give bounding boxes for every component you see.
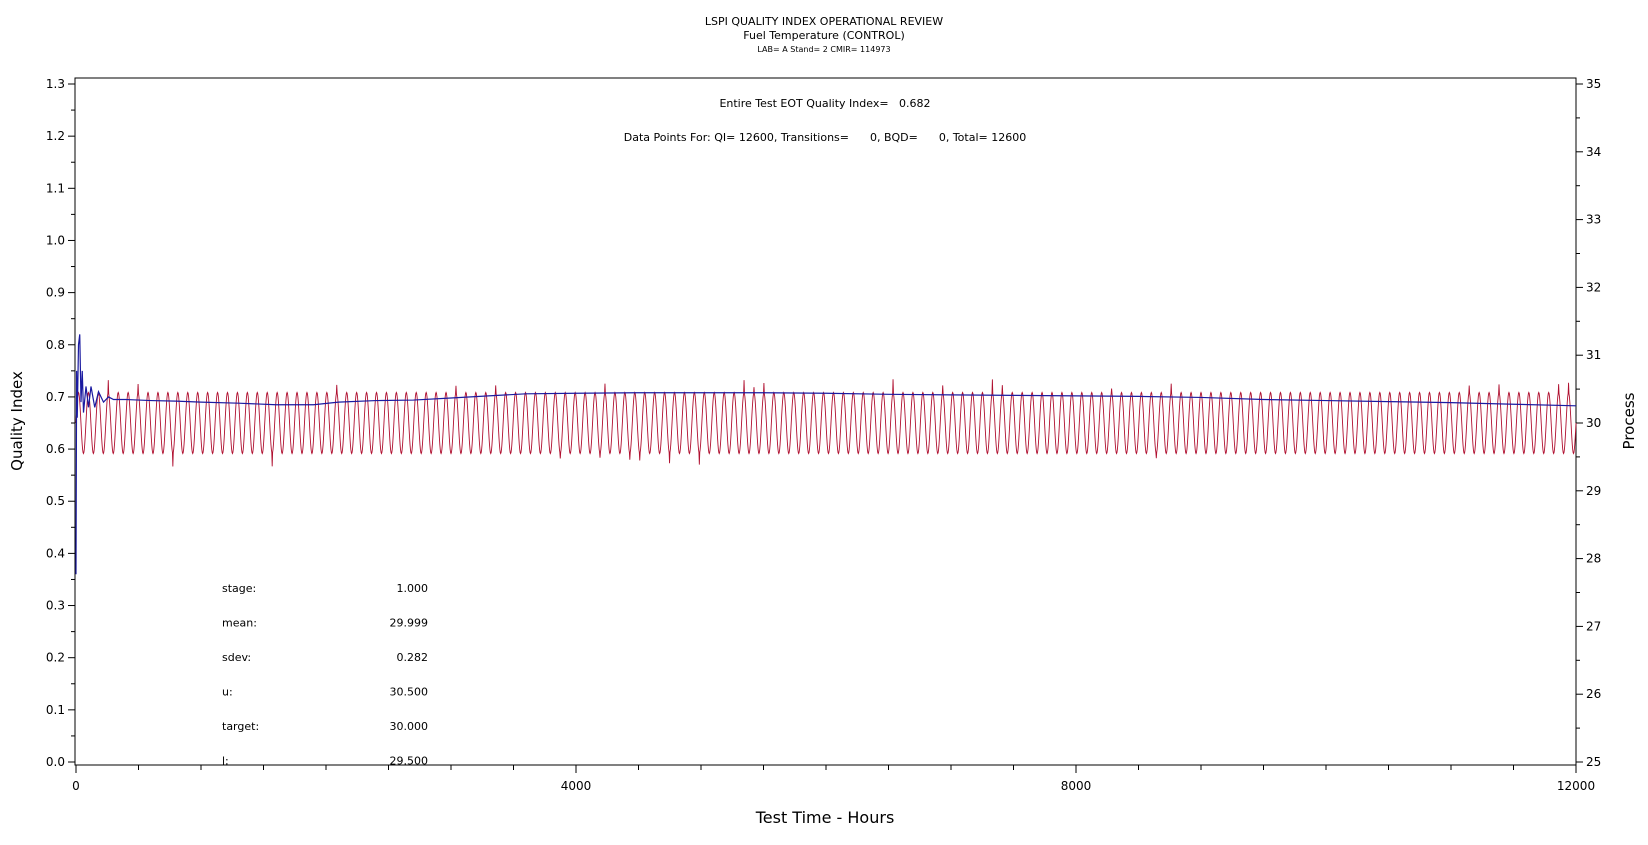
y-right-tick-label: 27	[1586, 619, 1601, 633]
y-right-tick-label: 32	[1586, 280, 1601, 294]
y-left-tick-label: 0.1	[46, 703, 65, 717]
stat-value: 1.000	[397, 582, 429, 595]
y-right-tick-label: 31	[1586, 348, 1601, 362]
y-right-tick-label: 33	[1586, 213, 1601, 227]
y-left-tick-label: 1.2	[46, 129, 65, 143]
x-axis: 0 4000 8000 12000	[72, 765, 1595, 793]
annotation-data-points: Data Points For: QI= 12600, Transitions=…	[624, 131, 1026, 144]
y-left-tick-label: 0.6	[46, 442, 65, 456]
chart-subtitle: Fuel Temperature (CONTROL)	[743, 29, 905, 42]
y-right-tick-label: 28	[1586, 552, 1601, 566]
stat-label: u:	[222, 686, 233, 699]
y-axis-right-label: Process	[1620, 392, 1638, 449]
x-tick-label: 12000	[1557, 779, 1595, 793]
y-left-tick-label: 0.4	[46, 546, 65, 560]
stat-value: 29.500	[390, 755, 429, 768]
y-right-tick-label: 29	[1586, 484, 1601, 498]
y-left-tick-label: 0.2	[46, 651, 65, 665]
series-group	[75, 334, 1577, 575]
annotation-quality-index: Entire Test EOT Quality Index= 0.682	[719, 97, 930, 110]
y-right-tick-label: 30	[1586, 416, 1601, 430]
stat-label: mean:	[222, 617, 257, 630]
chart-subtitle-lab: LAB= A Stand= 2 CMIR= 114973	[757, 45, 890, 54]
stat-value: 30.500	[390, 686, 429, 699]
chart-titles: LSPI QUALITY INDEX OPERATIONAL REVIEW Fu…	[705, 15, 943, 54]
y-right-tick-label: 26	[1586, 687, 1601, 701]
y-axis-left: 0.0 0.1 0.2 0.3 0.4 0.5 0.6 0.7 0.8 0.9 1.0 1.1 1.2 1…	[46, 77, 75, 769]
x-tick-label: 4000	[561, 779, 592, 793]
y-left-tick-label: 0.7	[46, 390, 65, 404]
y-left-tick-label: 1.1	[46, 181, 65, 195]
y-axis-right: 25 26 27 28 29 30 31 32 33 34 35	[1576, 77, 1601, 769]
y-left-tick-label: 1.3	[46, 77, 65, 91]
y-left-tick-label: 0.8	[46, 338, 65, 352]
stat-label: sdev:	[222, 651, 251, 664]
y-left-tick-label: 0.0	[46, 755, 65, 769]
y-right-tick-label: 35	[1586, 77, 1601, 91]
x-axis-label: Test Time - Hours	[755, 808, 895, 827]
y-left-tick-label: 1.0	[46, 233, 65, 247]
series-quality-index-line	[75, 334, 1577, 575]
y-right-tick-label: 34	[1586, 145, 1601, 159]
stat-value: 29.999	[390, 617, 429, 630]
y-left-tick-label: 0.3	[46, 599, 65, 613]
stat-label: target:	[222, 720, 259, 733]
y-left-tick-label: 0.5	[46, 494, 65, 508]
series-process-line	[75, 379, 1577, 467]
y-right-tick-label: 25	[1586, 755, 1601, 769]
y-left-tick-label: 0.9	[46, 286, 65, 300]
x-tick-label: 8000	[1061, 779, 1092, 793]
chart-title: LSPI QUALITY INDEX OPERATIONAL REVIEW	[705, 15, 943, 28]
stat-label: l:	[222, 755, 229, 768]
stats-box: stage: 1.000 mean: 29.999 sdev: 0.282 u: 30.500…	[222, 582, 428, 768]
x-tick-label: 0	[72, 779, 80, 793]
stat-label: stage:	[222, 582, 256, 595]
stat-value: 30.000	[390, 720, 429, 733]
y-axis-left-label: Quality Index	[8, 371, 26, 471]
stat-value: 0.282	[397, 651, 429, 664]
